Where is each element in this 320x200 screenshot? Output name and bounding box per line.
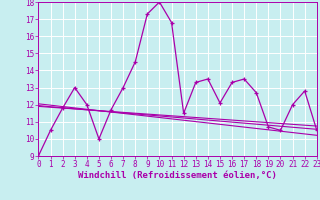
- X-axis label: Windchill (Refroidissement éolien,°C): Windchill (Refroidissement éolien,°C): [78, 171, 277, 180]
